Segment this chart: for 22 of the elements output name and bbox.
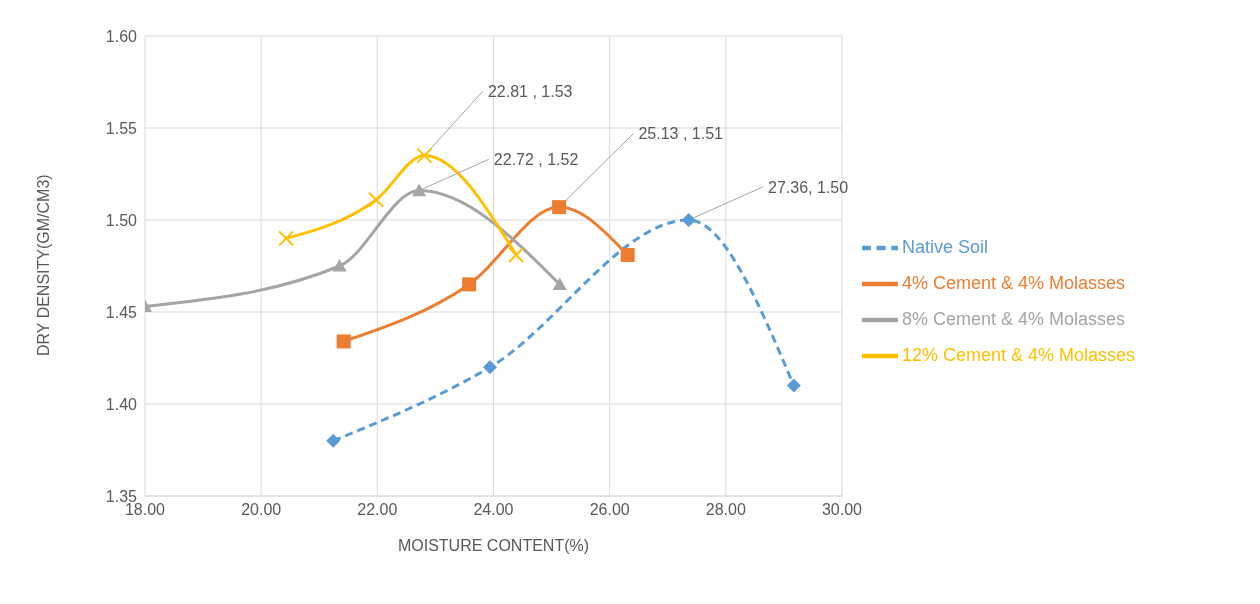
x-tick-label: 28.00 xyxy=(705,501,746,519)
y-tick-label: 1.55 xyxy=(105,119,138,137)
x-tick-label: 22.00 xyxy=(357,501,398,519)
annotation: 25.13 , 1.51 xyxy=(638,125,724,143)
y-tick-label: 1.60 xyxy=(105,27,138,45)
y-tick-label: 1.50 xyxy=(105,211,138,229)
y-tick-label: 1.45 xyxy=(105,303,138,321)
legend-label: 4% Cement & 4% Molasses xyxy=(902,272,1126,293)
x-axis-title: MOISTURE CONTENT(%) xyxy=(397,537,590,554)
x-tick-label: 30.00 xyxy=(821,501,863,519)
y-axis-title: DRY DENSITY(GM/CM3) xyxy=(34,174,52,356)
legend-label: 8% Cement & 4% Molasses xyxy=(902,308,1126,329)
legend-label: 12% Cement & 4% Molasses xyxy=(902,344,1136,365)
annotation: 22.72 , 1.52 xyxy=(493,150,579,168)
y-tick-label: 1.40 xyxy=(105,395,138,413)
annotation: 27.36, 1.50 xyxy=(768,178,849,196)
x-tick-label: 20.00 xyxy=(241,501,282,519)
legend-label: Native Soil xyxy=(902,236,989,257)
x-tick-label: 24.00 xyxy=(473,501,514,519)
annotation: 22.81 , 1.53 xyxy=(487,82,573,100)
x-tick-label: 18.00 xyxy=(124,501,166,519)
x-tick-label: 26.00 xyxy=(589,501,630,519)
